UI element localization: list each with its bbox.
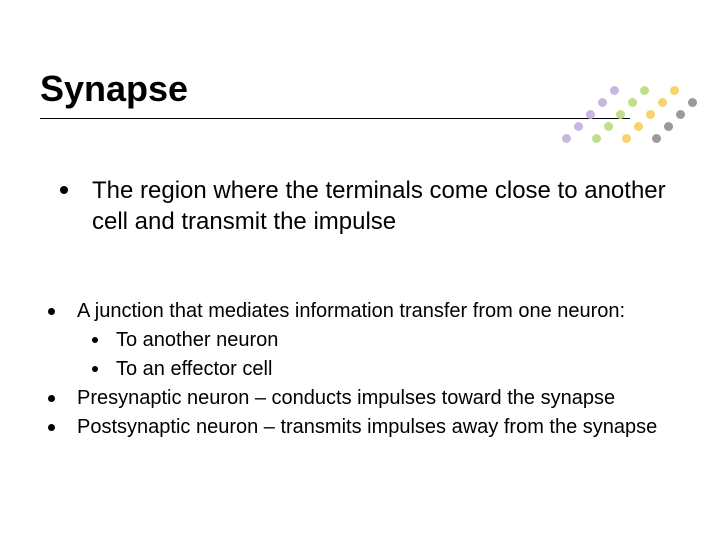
bullet-row: A junction that mediates information tra… <box>48 298 672 325</box>
bullet-row: Postsynaptic neuron – transmits impulses… <box>48 414 672 441</box>
bullet-text: Presynaptic neuron – conducts impulses t… <box>77 385 672 412</box>
deco-dot <box>688 98 697 107</box>
deco-dot <box>622 134 631 143</box>
deco-dot <box>652 134 661 143</box>
bullet-text: Postsynaptic neuron – transmits impulses… <box>77 414 672 441</box>
bullet-text: A junction that mediates information tra… <box>77 298 672 325</box>
bullet-icon <box>48 395 55 402</box>
deco-dot <box>664 122 673 131</box>
bullet-icon <box>60 186 68 194</box>
deco-dot <box>628 98 637 107</box>
deco-dot <box>616 110 625 119</box>
deco-dot <box>640 86 649 95</box>
title-underline <box>40 118 630 119</box>
deco-dot <box>646 110 655 119</box>
main-bullet: The region where the terminals come clos… <box>60 176 672 237</box>
bullet-icon <box>92 366 98 372</box>
bullet-icon <box>48 424 55 431</box>
deco-dot <box>562 134 571 143</box>
deco-dot <box>604 122 613 131</box>
decoration-dots <box>562 78 702 148</box>
main-bullet-text: The region where the terminals come clos… <box>92 176 672 237</box>
deco-dot <box>592 134 601 143</box>
deco-dot <box>574 122 583 131</box>
bullet-row: Presynaptic neuron – conducts impulses t… <box>48 385 672 412</box>
deco-dot <box>676 110 685 119</box>
deco-dot <box>610 86 619 95</box>
bullet-icon <box>48 308 55 315</box>
sub-bullet-row: To an effector cell <box>92 356 672 383</box>
deco-dot <box>598 98 607 107</box>
deco-dot <box>670 86 679 95</box>
bullet-text: To an effector cell <box>116 356 672 383</box>
slide-title-text: Synapse <box>40 68 188 109</box>
slide: Synapse The region where the terminals c… <box>0 0 720 540</box>
bullet-icon <box>92 337 98 343</box>
slide-title: Synapse <box>40 68 188 110</box>
sub-bullet-row: To another neuron <box>92 327 672 354</box>
deco-dot <box>634 122 643 131</box>
secondary-bullets: A junction that mediates information tra… <box>48 298 672 443</box>
bullet-text: To another neuron <box>116 327 672 354</box>
deco-dot <box>658 98 667 107</box>
bullet-row: The region where the terminals come clos… <box>60 176 672 237</box>
deco-dot <box>586 110 595 119</box>
